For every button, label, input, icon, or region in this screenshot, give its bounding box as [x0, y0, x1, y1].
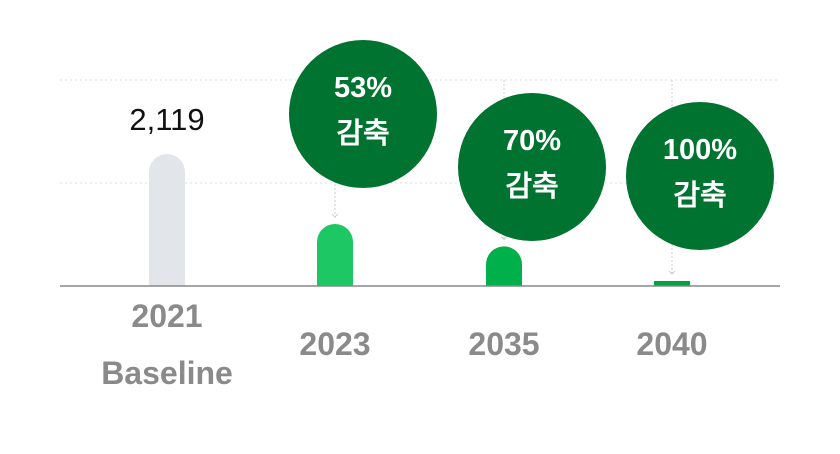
- arrow-icon: [500, 236, 508, 241]
- reduction-bubble: [458, 93, 606, 241]
- bubble-label: 감축: [336, 117, 389, 150]
- reduction-bubble: [289, 40, 437, 188]
- data-label: 2,119: [129, 102, 204, 137]
- bar-2021: [149, 154, 185, 286]
- x-tick-label: 2040: [636, 326, 707, 362]
- bubble-percent: 100%: [663, 134, 737, 166]
- x-tick-label: 2035: [468, 326, 539, 362]
- bubble-percent: 70%: [503, 125, 561, 157]
- bar-2040: [654, 281, 690, 286]
- arrow-icon: [668, 270, 676, 275]
- reduction-bubble: [626, 102, 774, 250]
- x-tick-label: 2023: [299, 326, 370, 362]
- arrow-icon: [331, 213, 339, 218]
- bubble-label: 감축: [505, 170, 558, 203]
- bar-2023: [317, 223, 353, 286]
- x-tick-label: 2021: [131, 298, 202, 334]
- x-sublabel: Baseline: [101, 355, 233, 391]
- bubble-percent: 53%: [334, 72, 392, 104]
- bubble-label: 감축: [673, 179, 726, 212]
- bar-2035: [486, 246, 522, 286]
